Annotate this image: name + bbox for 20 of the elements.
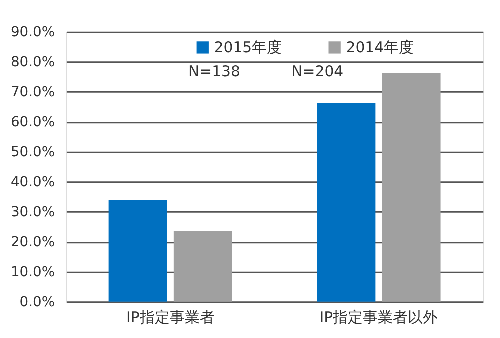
y-tick-label: 0.0%: [20, 294, 56, 310]
y-tick-label: 50.0%: [10, 144, 56, 160]
y-tick-label: 30.0%: [10, 204, 56, 220]
y-tick-label: 90.0%: [10, 24, 56, 41]
bar: [382, 73, 441, 302]
legend-label: 2014年度: [346, 38, 414, 57]
annotation: N=204: [292, 62, 344, 81]
y-tick-label: 60.0%: [10, 114, 56, 130]
x-tick-label: IP指定事業者: [126, 308, 215, 326]
bar: [317, 103, 376, 302]
y-tick-label: 10.0%: [10, 264, 56, 280]
bar: [108, 200, 168, 302]
y-tick-label: 20.0%: [10, 234, 56, 250]
x-tick-label: IP指定事業者以外: [320, 308, 438, 326]
y-tick-label: 70.0%: [10, 84, 56, 101]
y-tick-label: 80.0%: [10, 54, 56, 71]
y-tick-label: 40.0%: [10, 174, 56, 190]
legend-label: 2015年度: [214, 38, 282, 57]
bar: [174, 231, 232, 302]
annotation: N=138: [188, 62, 240, 81]
